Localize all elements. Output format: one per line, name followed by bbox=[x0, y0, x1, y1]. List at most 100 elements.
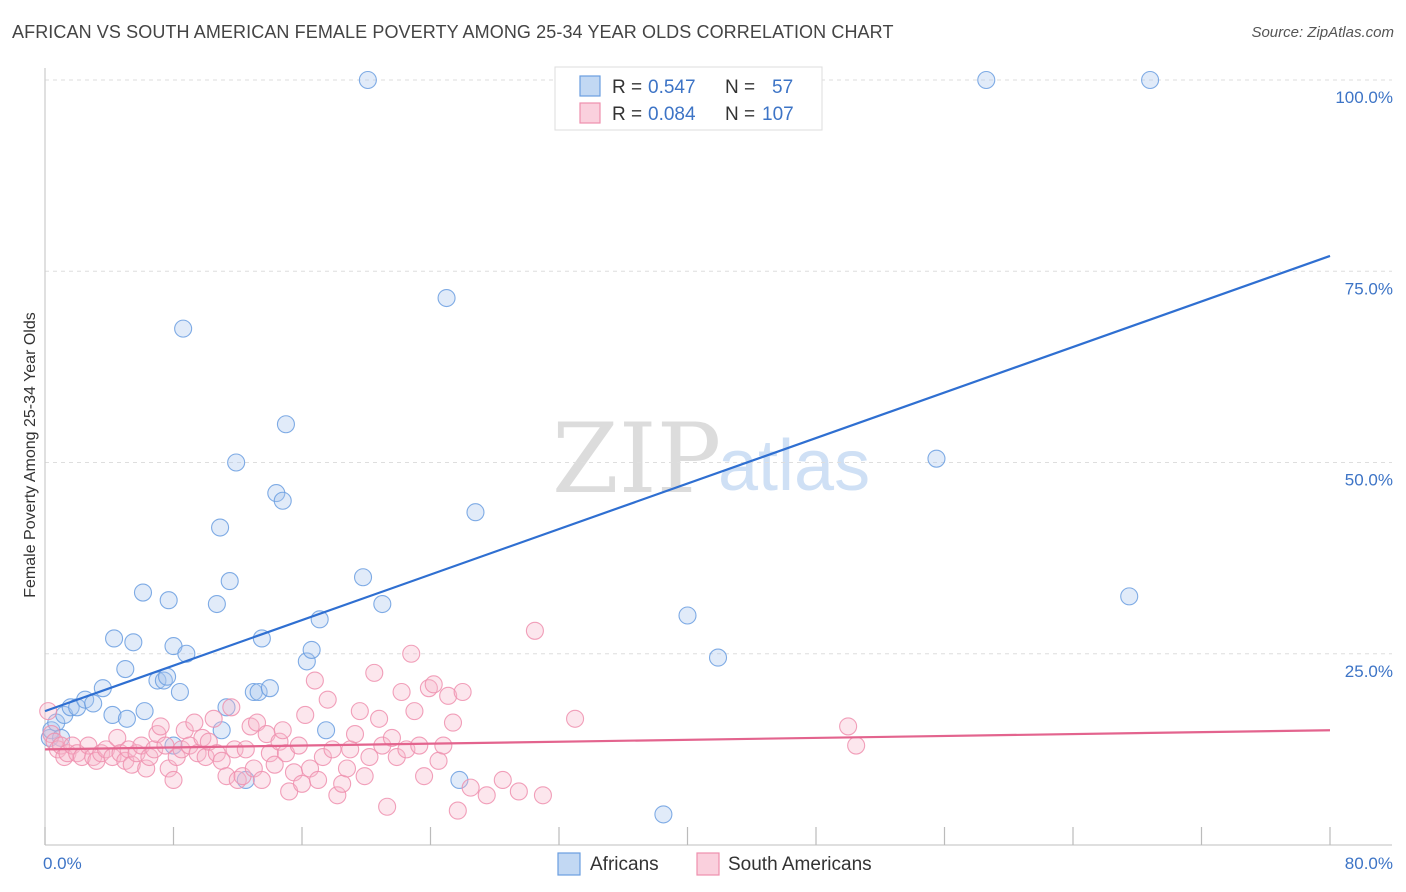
data-point-south-americans-44 bbox=[222, 698, 241, 717]
data-point-south-americans-86 bbox=[402, 644, 421, 663]
data-point-africans-11 bbox=[105, 629, 124, 648]
data-point-africans-10 bbox=[103, 705, 122, 725]
data-point-south-americans-72 bbox=[337, 759, 357, 778]
data-point-africans-41 bbox=[302, 640, 321, 659]
y-tick-label-2: 75.0% bbox=[1345, 279, 1393, 298]
data-point-africans-52 bbox=[708, 648, 728, 667]
legend-n-label-2: N = bbox=[725, 104, 755, 125]
data-point-africans-36 bbox=[260, 679, 279, 698]
data-point-south-americans-20 bbox=[122, 755, 141, 774]
axis-labels: 25.0% 50.0% 75.0% 100.0% 0.0% 80.0% bbox=[43, 88, 1393, 873]
data-point-south-americans-76 bbox=[355, 767, 374, 786]
data-point-south-americans-92 bbox=[429, 751, 448, 770]
data-point-south-americans-78 bbox=[365, 663, 384, 682]
data-point-africans-31 bbox=[227, 453, 246, 472]
axes bbox=[44, 68, 1392, 846]
data-point-south-americans-52 bbox=[252, 770, 271, 790]
legend-n-label-1: N = bbox=[725, 77, 755, 98]
data-point-africans-55 bbox=[1120, 587, 1139, 606]
source-credit: Source: ZipAtlas.com bbox=[1251, 24, 1394, 41]
legend-n-value-2: 107 bbox=[762, 104, 794, 125]
y-tick-label-0: 25.0% bbox=[1345, 662, 1393, 681]
data-point-africans-12 bbox=[116, 659, 135, 679]
y-axis-label: Female Poverty Among 25-34 Year Olds bbox=[22, 312, 39, 598]
data-point-africans-49 bbox=[466, 503, 485, 522]
data-point-africans-16 bbox=[135, 702, 154, 721]
data-point-africans-38 bbox=[273, 491, 292, 510]
data-point-africans-50 bbox=[654, 805, 673, 824]
grid-lines bbox=[45, 79, 1392, 655]
data-point-south-americans-95 bbox=[443, 713, 463, 732]
data-point-south-americans-57 bbox=[273, 721, 292, 740]
data-point-south-americans-105 bbox=[839, 717, 858, 736]
data-point-south-americans-63 bbox=[296, 705, 315, 725]
bottom-legend-swatch-south-americans bbox=[696, 852, 720, 876]
data-point-africans-37 bbox=[267, 484, 286, 503]
data-point-africans-39 bbox=[276, 415, 295, 434]
data-point-africans-46 bbox=[373, 594, 392, 614]
data-point-south-americans-67 bbox=[313, 747, 332, 767]
data-point-africans-51 bbox=[678, 606, 697, 625]
data-point-south-americans-87 bbox=[405, 702, 424, 721]
legend-n-value-1: 57 bbox=[772, 77, 793, 98]
data-point-africans-34 bbox=[249, 682, 268, 702]
data-point-south-americans-83 bbox=[387, 747, 406, 767]
data-point-south-americans-69 bbox=[323, 740, 342, 759]
legend-r-label-2: R = bbox=[612, 104, 642, 125]
data-point-south-americans-98 bbox=[461, 778, 480, 797]
legend-r-value-2: 0.084 bbox=[648, 104, 696, 125]
data-point-africans-44 bbox=[353, 568, 373, 587]
data-point-south-americans-68 bbox=[318, 690, 337, 709]
trend-lines bbox=[44, 254, 1331, 751]
data-point-south-americans-82 bbox=[382, 728, 402, 747]
legend-r-value-1: 0.547 bbox=[648, 77, 696, 98]
data-point-africans-26 bbox=[207, 594, 226, 614]
data-point-south-americans-89 bbox=[415, 767, 434, 786]
data-point-south-americans-43 bbox=[217, 767, 236, 786]
data-point-africans-47 bbox=[437, 288, 456, 308]
data-point-south-americans-103 bbox=[533, 786, 552, 805]
data-point-south-americans-99 bbox=[477, 786, 496, 805]
data-point-africans-40 bbox=[297, 652, 316, 671]
legend: R = 0.547 N = 57 R = 0.084 N = 107 bbox=[554, 66, 823, 131]
data-point-africans-23 bbox=[170, 682, 189, 702]
data-point-south-americans-23 bbox=[137, 759, 156, 778]
data-point-africans-8 bbox=[84, 694, 103, 713]
data-point-africans-20 bbox=[159, 591, 178, 610]
x-tick-label-0: 0.0% bbox=[43, 854, 82, 873]
bottom-legend: Africans South Americans bbox=[557, 852, 872, 876]
watermark-zip: ZIP bbox=[552, 403, 721, 515]
data-point-south-americans-91 bbox=[424, 675, 443, 694]
data-point-africans-56 bbox=[1141, 70, 1160, 90]
legend-swatch-africans bbox=[579, 75, 601, 97]
data-point-south-americans-25 bbox=[145, 740, 164, 759]
data-point-south-americans-40 bbox=[204, 709, 223, 728]
data-point-south-americans-77 bbox=[360, 747, 379, 767]
data-point-south-americans-84 bbox=[392, 682, 411, 702]
data-point-africans-27 bbox=[211, 518, 230, 537]
watermark-atlas: atlas bbox=[718, 426, 870, 506]
y-tick-label-1: 50.0% bbox=[1345, 471, 1393, 490]
chart-title: AFRICAN VS SOUTH AMERICAN FEMALE POVERTY… bbox=[12, 22, 894, 42]
data-point-south-americans-88 bbox=[410, 736, 429, 755]
data-point-south-americans-66 bbox=[309, 770, 328, 790]
data-point-south-americans-102 bbox=[525, 621, 544, 640]
data-point-africans-13 bbox=[117, 709, 136, 728]
data-point-south-americans-81 bbox=[378, 797, 397, 816]
data-point-south-americans-48 bbox=[236, 740, 255, 759]
trend-line-south-americans bbox=[44, 729, 1331, 751]
data-point-south-americans-70 bbox=[328, 786, 347, 805]
data-point-south-americans-74 bbox=[345, 725, 365, 744]
data-point-south-americans-62 bbox=[292, 774, 312, 793]
data-point-africans-30 bbox=[220, 572, 239, 591]
data-point-africans-53 bbox=[927, 449, 946, 468]
data-point-south-americans-104 bbox=[566, 709, 585, 728]
data-point-south-americans-30 bbox=[164, 770, 183, 790]
legend-r-label-1: R = bbox=[612, 77, 642, 98]
data-point-south-americans-75 bbox=[350, 702, 369, 721]
data-point-south-americans-94 bbox=[439, 686, 458, 705]
data-point-south-americans-79 bbox=[370, 709, 389, 728]
data-point-south-americans-93 bbox=[434, 736, 453, 755]
data-point-africans-15 bbox=[133, 583, 153, 602]
data-point-south-americans-101 bbox=[509, 782, 528, 801]
